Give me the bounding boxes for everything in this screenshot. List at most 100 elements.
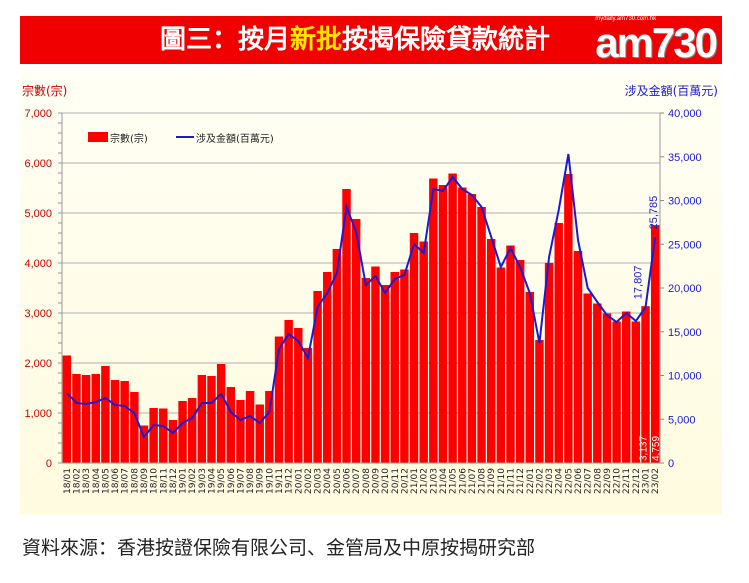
bar-22/11 bbox=[622, 311, 631, 463]
x-tick-label: 18/08 bbox=[130, 468, 140, 494]
line-data-label: 17,807 bbox=[633, 266, 645, 300]
right-tick-label: 35,000 bbox=[668, 152, 702, 164]
right-tick-label: 20,000 bbox=[668, 283, 702, 295]
bar-18/11 bbox=[159, 408, 168, 463]
x-tick-label: 20/11 bbox=[391, 468, 401, 494]
bar-19/12 bbox=[284, 320, 293, 463]
x-tick-label: 19/05 bbox=[217, 468, 227, 494]
bar-18/05 bbox=[101, 366, 110, 463]
x-tick-label: 22/12 bbox=[632, 468, 642, 494]
title-suffix: 按揭保險貸款統計 bbox=[342, 25, 551, 55]
x-tick-label: 19/11 bbox=[275, 468, 285, 494]
x-tick-label: 19/01 bbox=[179, 468, 189, 494]
x-tick-label: 18/02 bbox=[72, 468, 82, 494]
legend-bar-label: 宗數(宗) bbox=[110, 132, 148, 145]
bar-18/03 bbox=[81, 375, 91, 463]
x-tick-label: 22/01 bbox=[526, 468, 536, 494]
x-tick-label: 18/06 bbox=[111, 468, 121, 494]
x-tick-label: 21/09 bbox=[487, 468, 497, 494]
x-tick-label: 20/09 bbox=[371, 468, 381, 494]
bar-20/06 bbox=[342, 189, 351, 463]
bar-20/03 bbox=[313, 291, 322, 463]
right-tick-label: 10,000 bbox=[668, 371, 702, 383]
x-tick-label: 22/03 bbox=[545, 468, 555, 494]
bar-21/04 bbox=[438, 185, 448, 463]
x-tick-label: 22/05 bbox=[564, 468, 574, 494]
x-tick-label: 18/01 bbox=[63, 468, 73, 494]
left-tick-label: 3,000 bbox=[24, 308, 52, 320]
bar-20/04 bbox=[323, 272, 332, 463]
bar-22/06 bbox=[573, 251, 583, 463]
right-tick-label: 25,000 bbox=[668, 239, 702, 251]
bar-20/01 bbox=[294, 328, 303, 463]
bar-22/08 bbox=[593, 303, 602, 463]
x-tick-label: 21/10 bbox=[497, 468, 507, 494]
bar-20/12 bbox=[400, 269, 409, 463]
bar-22/07 bbox=[583, 293, 592, 463]
x-tick-label: 18/07 bbox=[121, 468, 131, 494]
x-tick-label: 21/01 bbox=[410, 468, 420, 494]
line-data-label: 25,785 bbox=[648, 196, 660, 230]
source-note: 資料來源：香港按證保險有限公司、金管局及中原按揭研究部 bbox=[22, 537, 536, 559]
legend-bar-swatch bbox=[88, 132, 108, 142]
bar-22/02 bbox=[535, 340, 544, 463]
bar-20/07 bbox=[351, 219, 361, 463]
x-tick-label: 18/09 bbox=[140, 468, 150, 494]
bar-20/02 bbox=[303, 348, 313, 463]
bar-18/08 bbox=[130, 392, 139, 463]
x-tick-label: 21/05 bbox=[449, 468, 459, 494]
bar-21/10 bbox=[496, 267, 506, 463]
right-tick-label: 40,000 bbox=[668, 108, 702, 120]
bar-19/04 bbox=[207, 376, 216, 463]
logo-tagline: mydaily.am730.com.hk bbox=[595, 16, 657, 22]
bar-18/06 bbox=[110, 380, 120, 463]
x-tick-label: 22/11 bbox=[622, 468, 632, 494]
x-tick-label: 18/04 bbox=[92, 468, 102, 494]
bar-19/09 bbox=[255, 404, 264, 463]
x-tick-label: 23/01 bbox=[642, 468, 652, 494]
x-tick-label: 22/04 bbox=[555, 468, 565, 494]
bar-19/05 bbox=[216, 364, 226, 463]
right-tick-label: 5,000 bbox=[668, 414, 696, 426]
x-tick-label: 22/09 bbox=[603, 468, 613, 494]
x-tick-label: 20/06 bbox=[343, 468, 353, 494]
left-tick-label: 7,000 bbox=[24, 108, 52, 120]
x-tick-label: 20/12 bbox=[400, 468, 410, 494]
x-tick-label: 20/02 bbox=[304, 468, 314, 494]
left-tick-label: 4,000 bbox=[24, 258, 52, 270]
bar-22/09 bbox=[602, 313, 612, 463]
x-tick-label: 21/02 bbox=[420, 468, 430, 494]
title-prefix: 圖三：按月 bbox=[160, 25, 291, 55]
bar-21/01 bbox=[409, 233, 419, 463]
title-banner: 圖三：按月新批按揭保險貸款統計 mydaily.am730.com.hk am73… bbox=[20, 16, 722, 64]
bar-18/02 bbox=[72, 374, 81, 463]
x-tick-label: 18/11 bbox=[159, 468, 169, 494]
x-tick-label: 20/04 bbox=[323, 468, 333, 494]
bar-21/09 bbox=[486, 239, 496, 463]
x-tick-label: 20/07 bbox=[352, 468, 362, 494]
bar-23/02 bbox=[650, 225, 660, 463]
bar-19/11 bbox=[274, 336, 284, 463]
x-tick-label: 19/12 bbox=[285, 468, 295, 494]
x-tick-label: 19/04 bbox=[208, 468, 218, 494]
x-tick-label: 21/03 bbox=[429, 468, 439, 494]
x-tick-label: 18/05 bbox=[101, 468, 111, 494]
bar-22/01 bbox=[525, 292, 535, 463]
legend-line-label: 涉及金額(百萬元) bbox=[196, 132, 274, 145]
x-tick-label: 18/03 bbox=[82, 468, 92, 494]
bar-18/09 bbox=[139, 425, 149, 463]
bar-20/11 bbox=[390, 272, 399, 463]
x-tick-label: 22/06 bbox=[574, 468, 584, 494]
bar-18/04 bbox=[91, 374, 100, 463]
bar-19/07 bbox=[236, 400, 245, 463]
x-tick-label: 20/03 bbox=[314, 468, 324, 494]
bar-data-label: 4,759 bbox=[651, 436, 662, 461]
bar-22/10 bbox=[612, 321, 621, 463]
x-tick-label: 19/09 bbox=[256, 468, 266, 494]
x-tick-label: 18/12 bbox=[169, 468, 179, 494]
bar-21/02 bbox=[419, 241, 428, 463]
am730-logo: mydaily.am730.com.hk am730 bbox=[595, 16, 718, 64]
bar-19/02 bbox=[187, 398, 197, 463]
right-tick-label: 15,000 bbox=[668, 327, 702, 339]
bar-20/05 bbox=[332, 249, 342, 463]
